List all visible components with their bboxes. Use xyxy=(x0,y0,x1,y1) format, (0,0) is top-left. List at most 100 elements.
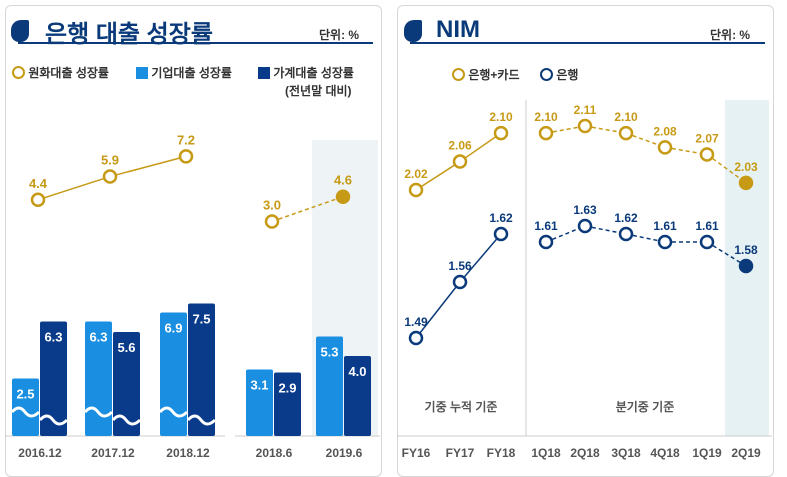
line-value-label: 1.58 xyxy=(734,243,758,257)
line-point xyxy=(493,125,509,141)
x-tick-label: FY18 xyxy=(487,446,516,460)
line-point xyxy=(178,149,194,164)
x-tick-label: 2Q18 xyxy=(570,446,600,460)
line-segment xyxy=(459,233,502,283)
line-point xyxy=(264,214,280,229)
bar xyxy=(274,372,301,436)
line-value-label: 2.08 xyxy=(653,124,677,138)
legend-bank-card: 은행+카드 xyxy=(452,66,520,83)
line-value-label: 2.07 xyxy=(695,131,719,145)
line-point xyxy=(335,189,351,204)
logo-icon xyxy=(11,20,29,42)
line-point xyxy=(738,258,754,274)
line-value-label: 2.03 xyxy=(734,160,758,174)
x-tick-label: FY17 xyxy=(446,446,475,460)
axis-break-wave xyxy=(10,406,41,418)
circle-marker-icon xyxy=(12,66,25,79)
bar-value-label: 5.6 xyxy=(117,340,135,355)
bar-value-label: 7.5 xyxy=(192,312,210,327)
line-point xyxy=(738,175,754,191)
x-tick-label: 1Q18 xyxy=(531,446,561,460)
legend-label: 은행+카드 xyxy=(468,68,520,82)
line-value-label: 5.9 xyxy=(101,153,119,168)
bar xyxy=(246,369,273,436)
line-segment xyxy=(109,155,187,178)
bar-value-label: 5.3 xyxy=(320,345,338,360)
line-value-label: 1.61 xyxy=(534,219,558,233)
x-tick-label: 2019.6 xyxy=(326,446,363,460)
line-segment xyxy=(415,160,461,191)
bar-value-label: 3.1 xyxy=(250,378,268,393)
line-value-label: 1.62 xyxy=(614,211,638,225)
line-point xyxy=(452,154,468,169)
bar-value-label: 6.9 xyxy=(164,321,182,336)
bar xyxy=(188,303,215,436)
line-value-label: 1.61 xyxy=(653,219,677,233)
x-tick-label: 3Q18 xyxy=(611,446,641,460)
legend-note: (전년말 대비) xyxy=(285,84,352,98)
line-point xyxy=(618,125,634,141)
x-tick-label: 2016.12 xyxy=(18,446,62,460)
right-unit: 단위: % xyxy=(710,28,751,42)
axis-break-wave xyxy=(38,414,69,426)
nim-title: NIM xyxy=(436,16,480,43)
bar-value-label: 6.3 xyxy=(89,330,107,345)
line-point xyxy=(657,140,673,155)
bar xyxy=(316,336,343,436)
line-segment xyxy=(706,241,747,267)
line-point xyxy=(30,192,46,208)
line-segment xyxy=(415,281,461,339)
square-marker-icon xyxy=(258,67,270,79)
line-value-label: 1.63 xyxy=(573,203,597,217)
line-point xyxy=(699,234,715,250)
bar xyxy=(40,321,67,436)
line-value-label: 3.0 xyxy=(263,198,281,213)
line-point xyxy=(577,218,593,234)
bar-value-label: 2.9 xyxy=(278,381,296,396)
line-value-label: 2.10 xyxy=(614,110,638,124)
section-label: 기중 누적 기준 xyxy=(425,399,498,414)
bar xyxy=(160,312,187,436)
legend-label: 원화대출 성장률 xyxy=(28,66,109,80)
line-point xyxy=(699,147,715,162)
bar xyxy=(344,356,371,436)
bar xyxy=(12,378,39,436)
x-tick-label: FY16 xyxy=(402,446,431,460)
line-point xyxy=(538,125,554,141)
line-segment xyxy=(706,153,747,184)
line-value-label: 2.10 xyxy=(534,110,558,124)
section-label: 분기중 기준 xyxy=(616,399,675,414)
legend-label: 은행 xyxy=(556,68,579,82)
line-value-label: 2.11 xyxy=(574,103,597,117)
line-segment xyxy=(459,132,502,163)
line-point xyxy=(538,234,554,250)
line-value-label: 1.62 xyxy=(489,211,513,225)
x-tick-label: 2Q19 xyxy=(731,446,761,460)
line-point xyxy=(408,330,424,346)
line-value-label: 2.10 xyxy=(489,110,513,124)
x-tick-label: 2017.12 xyxy=(91,446,135,460)
x-tick-label: 2018.6 xyxy=(256,446,293,460)
line-value-label: 4.4 xyxy=(29,176,48,191)
line-segment xyxy=(271,195,344,223)
legend-bank: 은행 xyxy=(540,66,578,83)
legend-corporate-loan: 기업대출 성장률 xyxy=(136,64,232,81)
legend-label: 가계대출 성장률 xyxy=(273,66,354,80)
line-point xyxy=(102,169,118,184)
circle-marker-icon xyxy=(540,68,553,81)
line-point xyxy=(493,226,509,242)
line-point xyxy=(408,182,424,198)
line-value-label: 2.06 xyxy=(448,139,472,153)
bar-value-label: 2.5 xyxy=(16,387,34,402)
x-tick-label: 4Q18 xyxy=(650,446,680,460)
legend-household-loan: 가계대출 성장률 xyxy=(258,64,354,81)
line-value-label: 2.02 xyxy=(404,167,428,181)
bar-value-label: 4.0 xyxy=(348,364,366,379)
bar xyxy=(113,332,140,436)
legend-label: 기업대출 성장률 xyxy=(151,66,232,80)
axis-break-wave xyxy=(186,414,217,426)
line-segment xyxy=(37,175,111,201)
title-underline xyxy=(18,42,373,44)
line-point xyxy=(618,226,634,242)
